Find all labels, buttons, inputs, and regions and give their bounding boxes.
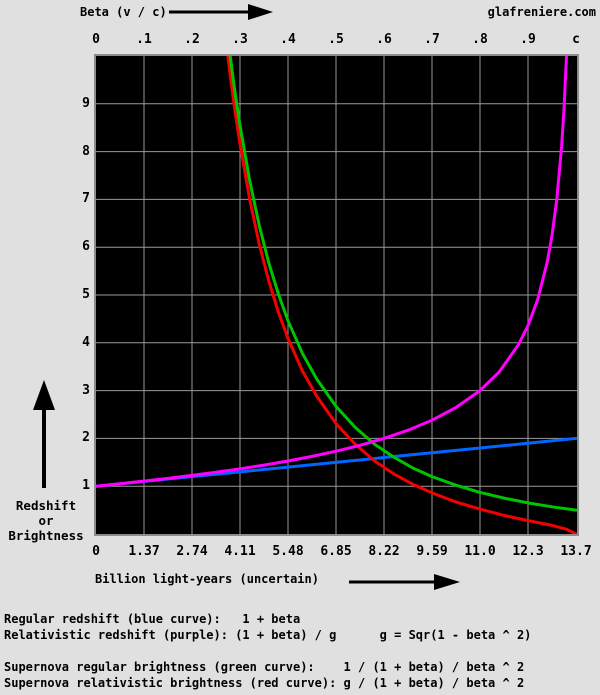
tick-label: 2 xyxy=(82,430,90,446)
tick-label: 4 xyxy=(82,334,90,350)
legend-line-blue: Regular redshift (blue curve): 1 + beta xyxy=(4,612,301,626)
tick-label: 1 xyxy=(82,478,90,494)
tick-label: 3 xyxy=(82,382,90,398)
top-axis-title: Beta (v / c) xyxy=(80,5,167,19)
tick-label: 6.85 xyxy=(320,544,352,559)
legend-line-red: Supernova relativistic brightness (red c… xyxy=(4,676,525,690)
tick-label: .5 xyxy=(328,32,344,47)
tick-label: 6 xyxy=(82,239,90,255)
tick-label: 9.59 xyxy=(416,544,448,559)
tick-label: 13.7 xyxy=(560,544,592,559)
tick-label: c xyxy=(572,32,580,47)
plot-area xyxy=(94,54,579,536)
tick-label: 5 xyxy=(82,287,90,302)
tick-label: 0 xyxy=(92,32,100,47)
tick-label: .7 xyxy=(424,32,440,47)
tick-label: .1 xyxy=(136,32,152,47)
y-axis-label-line: or xyxy=(38,513,54,528)
tick-label: .4 xyxy=(280,32,296,47)
right-arrow-icon xyxy=(169,4,273,20)
site-label: glafreniere.com xyxy=(487,5,596,19)
tick-label: .8 xyxy=(472,32,488,47)
bottom-axis-title: Billion light-years (uncertain) xyxy=(95,572,319,586)
tick-label: 8.22 xyxy=(368,544,400,559)
tick-label: 11.0 xyxy=(464,544,496,559)
tick-label: 0 xyxy=(92,544,100,559)
tick-label: .3 xyxy=(232,32,248,47)
tick-label: 5.48 xyxy=(272,544,304,559)
right-arrow-icon xyxy=(349,574,460,590)
y-axis-label-line: Redshift xyxy=(15,498,77,513)
tick-label: 8 xyxy=(82,143,90,159)
legend-line-purple: Relativistic redshift (purple): (1 + bet… xyxy=(4,628,532,642)
up-arrow-icon xyxy=(33,380,55,488)
tick-label: 4.11 xyxy=(224,544,256,559)
tick-label: .9 xyxy=(520,32,536,47)
legend-line-green: Supernova regular brightness (green curv… xyxy=(4,660,525,674)
y-axis-label-line: Brightness xyxy=(8,528,84,543)
tick-label: .2 xyxy=(184,32,200,47)
tick-label: 7 xyxy=(82,191,90,207)
tick-label: 1.37 xyxy=(128,544,160,559)
y-axis-label: Redshift or Brightness xyxy=(0,498,92,543)
tick-label: 2.74 xyxy=(176,544,208,559)
tick-label: 9 xyxy=(82,95,90,111)
tick-label: 12.3 xyxy=(512,544,544,559)
tick-label: .6 xyxy=(376,32,392,47)
